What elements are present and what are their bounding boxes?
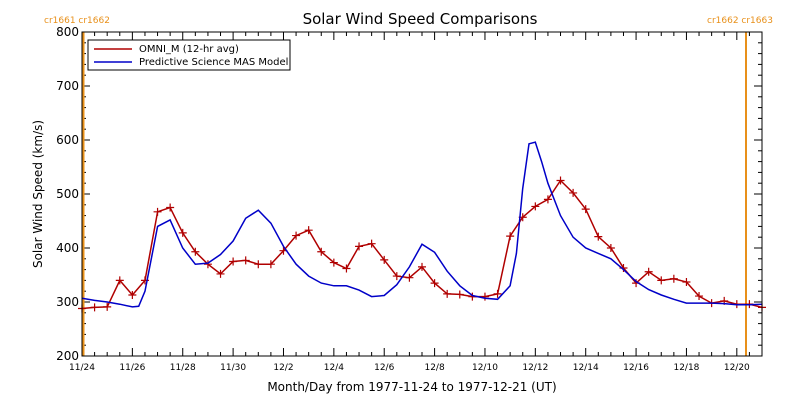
x-tick-label: 11/28 — [170, 363, 196, 373]
omni-data-point — [606, 244, 615, 252]
y-tick-label: 400 — [56, 241, 79, 255]
omni-data-point — [254, 260, 263, 269]
omni-data-point — [304, 226, 313, 235]
axis-ticks — [81, 31, 763, 357]
x-tick-label: 12/16 — [623, 363, 649, 373]
x-tick-label: 11/26 — [119, 363, 145, 373]
omni-data-point — [229, 257, 238, 266]
omni-data-point — [506, 232, 515, 241]
y-tick-label: 300 — [56, 295, 79, 309]
omni-data-point — [455, 290, 464, 299]
omni-data-point — [644, 267, 653, 276]
x-tick-label: 12/10 — [472, 363, 498, 373]
omni-data-point — [405, 273, 414, 282]
omni-data-point — [380, 255, 389, 264]
y-tick-label: 600 — [56, 133, 79, 147]
omni-data-point — [266, 260, 275, 269]
omni-data-point — [216, 269, 225, 278]
omni-data-point — [329, 258, 338, 267]
omni-data-point — [443, 289, 452, 298]
omni-data-point — [657, 276, 666, 285]
x-tick-label: 12/6 — [374, 363, 394, 373]
omni-data-point — [317, 247, 326, 256]
omni-data-point — [430, 279, 439, 288]
omni-data-point — [493, 289, 502, 298]
omni-data-point — [556, 176, 565, 185]
x-tick-label: 12/8 — [424, 363, 444, 373]
plot-frame — [81, 31, 763, 357]
y-tick-labels: 200 300 400 500 600 700 800 — [56, 25, 79, 363]
omni-data-point — [128, 290, 137, 299]
omni-data-point — [543, 195, 552, 204]
omni-data-point — [103, 302, 112, 311]
x-axis-label: Month/Day from 1977-11-24 to 1977-12-21 … — [267, 380, 556, 394]
omni-data-point — [241, 256, 250, 265]
omni-data-point — [292, 231, 301, 240]
omni-data-point — [178, 228, 187, 237]
carrington-label-left: cr1661 cr1662 — [44, 16, 110, 26]
omni-data-point — [153, 207, 162, 216]
omni-data-point — [392, 272, 401, 281]
omni-data-point — [480, 292, 489, 301]
omni-data-point — [531, 202, 540, 211]
x-tick-label: 11/24 — [69, 363, 95, 373]
series-layer — [78, 141, 766, 313]
omni-data-point — [418, 262, 426, 271]
omni-data-point — [191, 247, 200, 256]
omni-data-point — [669, 274, 678, 283]
omni-data-point — [166, 203, 175, 212]
y-tick-label: 200 — [56, 349, 79, 363]
x-tick-label: 12/2 — [273, 363, 293, 373]
x-tick-label: 12/4 — [324, 363, 344, 373]
x-tick-label: 12/20 — [724, 363, 750, 373]
legend-label-mas: Predictive Science MAS Model — [139, 57, 288, 68]
legend-box — [87, 39, 291, 71]
carrington-rotation-lines — [82, 32, 747, 356]
carrington-label-right: cr1662 cr1663 — [707, 16, 773, 26]
y-tick-label: 800 — [56, 25, 79, 39]
omni-data-point — [594, 232, 603, 241]
omni-data-point — [342, 264, 351, 273]
x-tick-label: 11/30 — [220, 363, 246, 373]
omni-data-point — [90, 303, 99, 312]
omni-data-point — [569, 188, 578, 197]
y-tick-label: 700 — [56, 79, 79, 93]
omni-data-point — [581, 205, 590, 214]
chart-title: Solar Wind Speed Comparisons — [303, 10, 538, 28]
legend-label-omni: OMNI_M (12-hr avg) — [139, 44, 239, 55]
x-tick-label: 12/12 — [522, 363, 548, 373]
mas-series-line — [81, 141, 763, 308]
x-tick-label: 12/18 — [673, 363, 699, 373]
omni-data-point — [115, 276, 124, 285]
y-axis-label: Solar Wind Speed (km/s) — [31, 120, 45, 268]
y-tick-label: 500 — [56, 187, 79, 201]
omni-data-point — [695, 292, 704, 301]
omni-data-point — [682, 278, 691, 287]
legend: OMNI_M (12-hr avg) Predictive Science MA… — [87, 39, 291, 71]
omni-data-point — [355, 242, 364, 251]
omni-data-point — [367, 239, 376, 248]
omni-data-point — [203, 260, 212, 269]
x-tick-labels: 11/24 11/26 11/28 11/30 12/2 12/4 12/6 12/8 12/1… — [69, 363, 750, 373]
x-tick-label: 12/14 — [573, 363, 599, 373]
